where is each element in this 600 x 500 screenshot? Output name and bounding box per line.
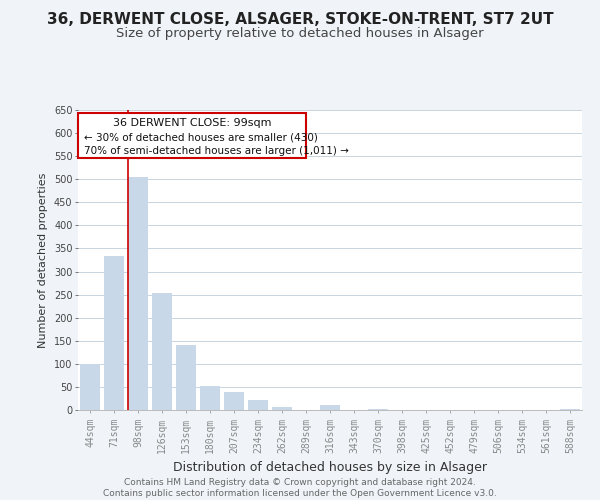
Bar <box>224 392 244 410</box>
X-axis label: Distribution of detached houses by size in Alsager: Distribution of detached houses by size … <box>173 461 487 474</box>
Bar <box>272 407 292 410</box>
Text: Contains HM Land Registry data © Crown copyright and database right 2024.
Contai: Contains HM Land Registry data © Crown c… <box>103 478 497 498</box>
Bar <box>104 256 124 410</box>
Text: ← 30% of detached houses are smaller (430): ← 30% of detached houses are smaller (43… <box>84 132 318 142</box>
Text: 36, DERWENT CLOSE, ALSAGER, STOKE-ON-TRENT, ST7 2UT: 36, DERWENT CLOSE, ALSAGER, STOKE-ON-TRE… <box>47 12 553 28</box>
Bar <box>128 177 148 410</box>
Text: Size of property relative to detached houses in Alsager: Size of property relative to detached ho… <box>116 28 484 40</box>
Bar <box>248 400 268 410</box>
Bar <box>152 293 172 410</box>
Bar <box>320 405 340 410</box>
Text: 36 DERWENT CLOSE: 99sqm: 36 DERWENT CLOSE: 99sqm <box>113 118 271 128</box>
Bar <box>368 409 388 410</box>
Bar <box>176 346 196 410</box>
Bar <box>200 386 220 410</box>
Bar <box>80 364 100 410</box>
Y-axis label: Number of detached properties: Number of detached properties <box>38 172 48 348</box>
Text: 70% of semi-detached houses are larger (1,011) →: 70% of semi-detached houses are larger (… <box>84 146 349 156</box>
Bar <box>560 409 580 410</box>
